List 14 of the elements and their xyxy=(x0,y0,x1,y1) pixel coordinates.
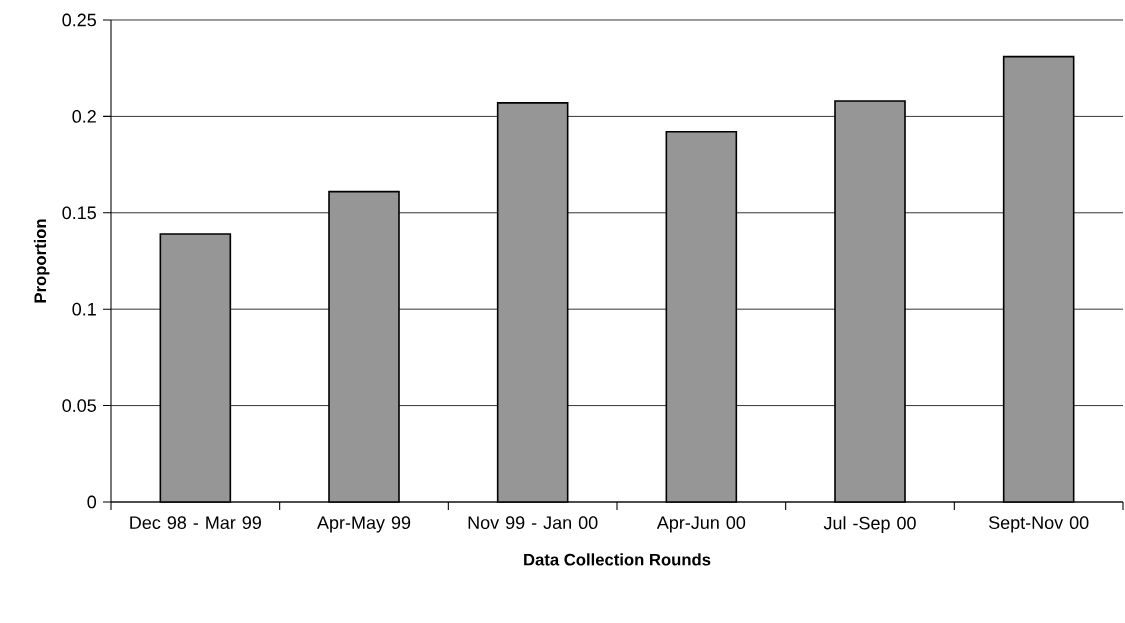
y-tick-label: 0 xyxy=(87,495,97,509)
x-axis-title: Data Collection Rounds xyxy=(524,553,711,566)
y-tick-label: 0.05 xyxy=(62,399,96,412)
y-axis-title: Proportion xyxy=(33,219,50,303)
x-tick-label: Apr-Jun 00 xyxy=(656,516,746,533)
y-tick-label: 0.25 xyxy=(62,13,96,27)
x-tick-label: Nov 99 - Jan 00 xyxy=(468,516,598,529)
y-tick-label: 0.2 xyxy=(72,110,96,123)
y-tick-label: 0.1 xyxy=(72,302,96,316)
x-tick-label: Dec 98 - Mar 99 xyxy=(130,516,261,529)
x-tick-label: Apr-May 99 xyxy=(317,516,411,533)
y-tick-label: 0.15 xyxy=(62,206,96,220)
x-tick-label: Jul -Sep 00 xyxy=(823,516,916,534)
x-tick-label: Sept-Nov 00 xyxy=(988,516,1089,533)
